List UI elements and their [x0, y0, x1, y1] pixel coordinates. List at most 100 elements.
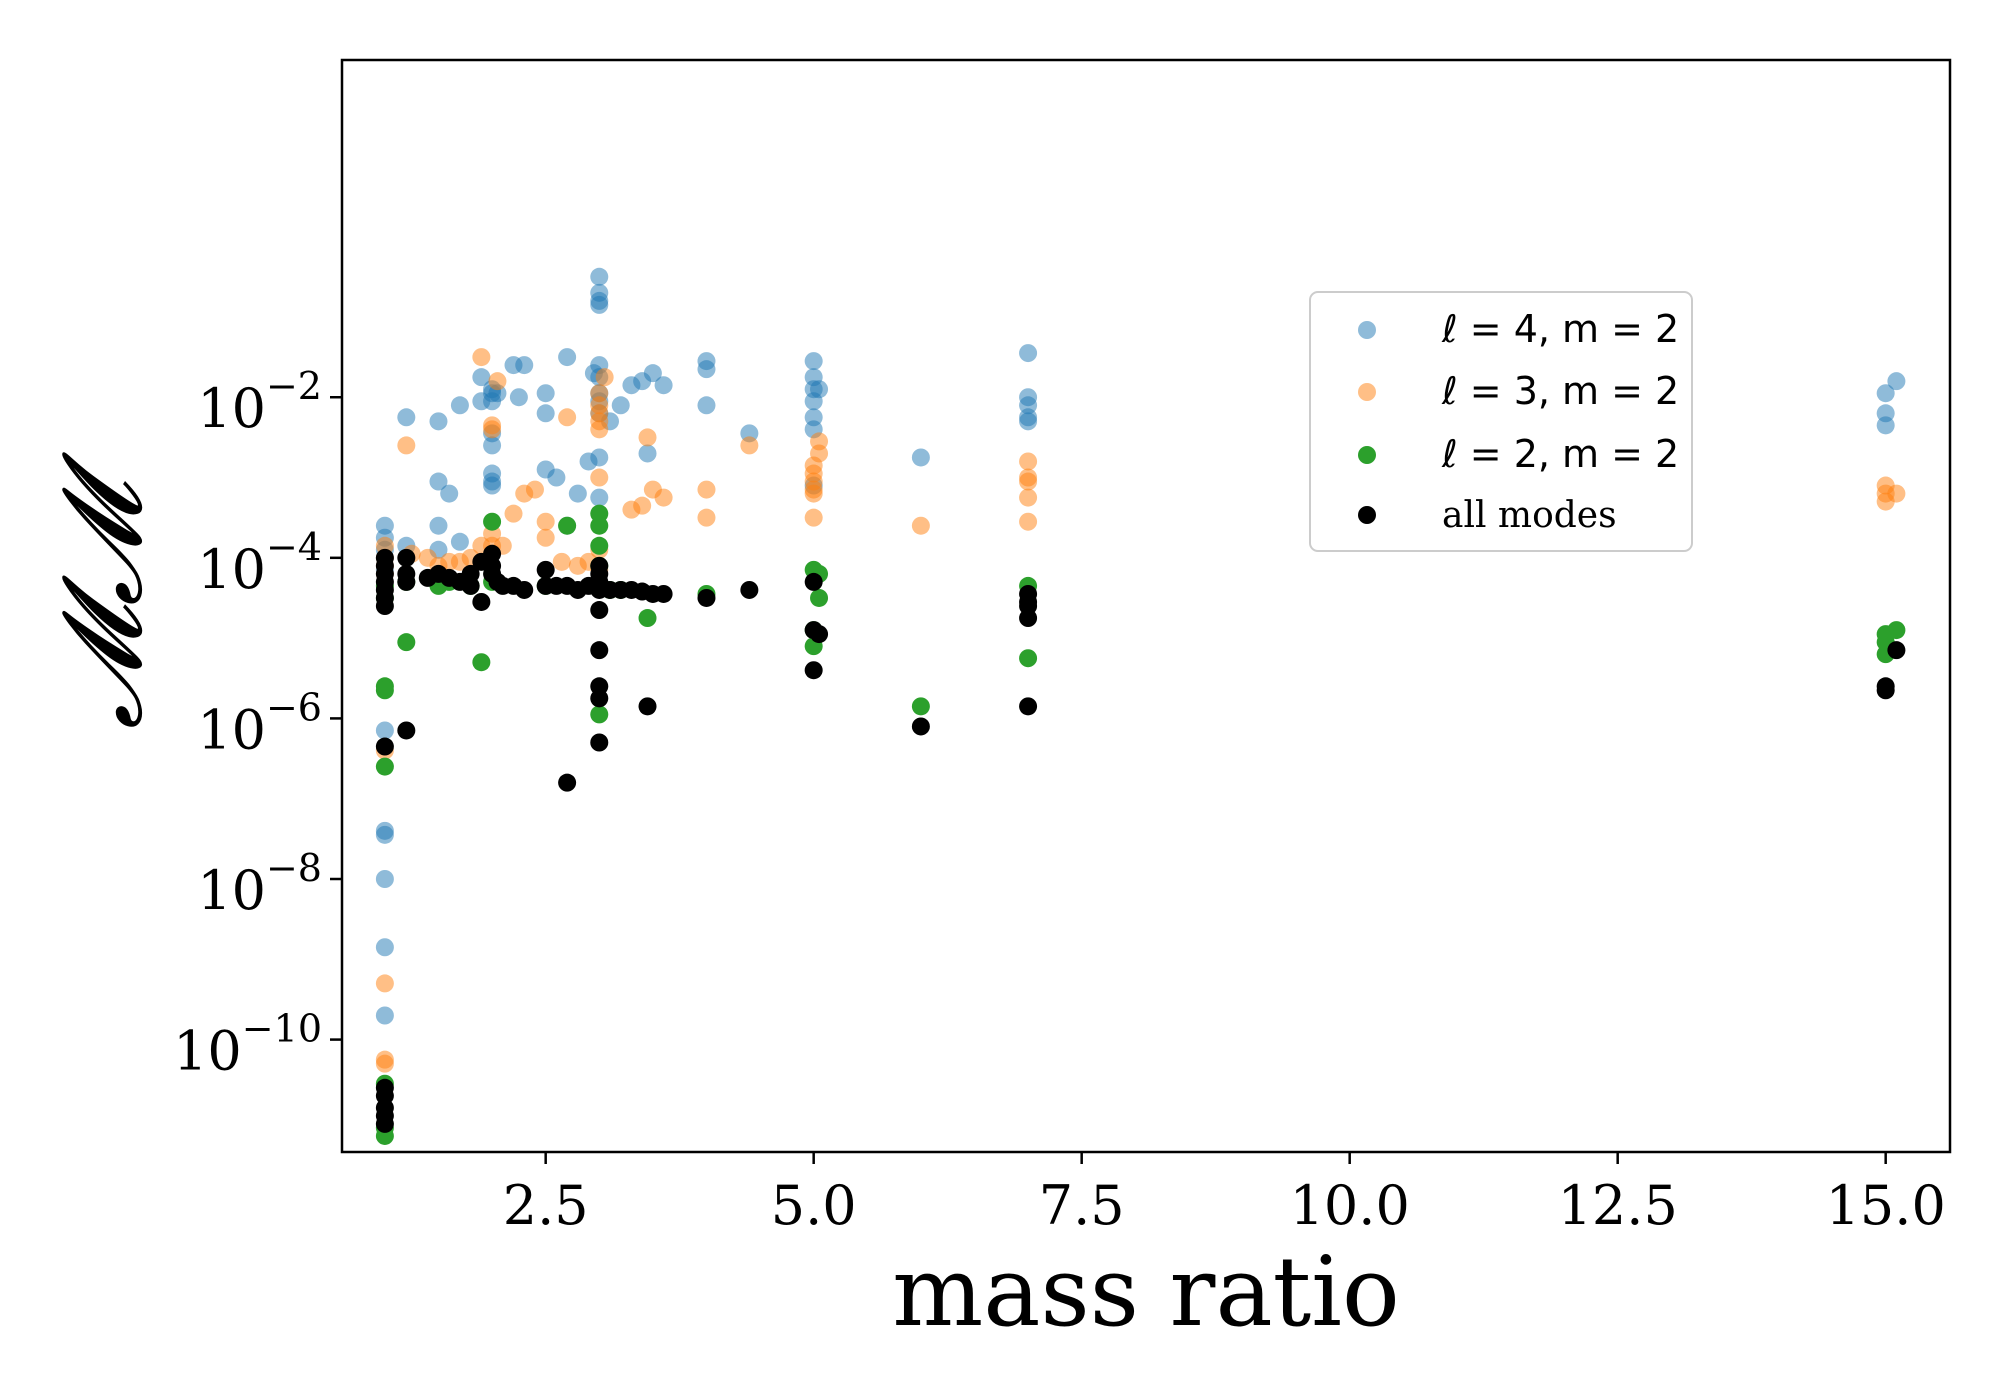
data-point: [375, 681, 394, 700]
data-point: [638, 609, 657, 628]
data-point: [804, 572, 823, 591]
data-point: [654, 584, 673, 603]
data-point: [547, 468, 566, 487]
x-tick-label: 15.0: [1826, 1174, 1946, 1237]
data-point: [1019, 472, 1038, 491]
data-point: [558, 408, 577, 427]
y-axis-label: 𝓜𝓜: [38, 451, 166, 729]
x-axis-label: mass ratio: [892, 1236, 1400, 1348]
data-point: [472, 368, 491, 387]
data-point: [472, 653, 491, 672]
data-point: [1876, 416, 1895, 435]
data-point: [590, 516, 609, 535]
data-point: [536, 560, 555, 579]
markers-layer: [375, 267, 1906, 1145]
data-point: [558, 773, 577, 792]
plot-frame: [340, 58, 1952, 1154]
data-point: [590, 601, 609, 620]
data-point: [911, 448, 930, 467]
legend-marker-all: [1358, 506, 1376, 524]
y-tick-label: 10−8: [197, 846, 322, 922]
data-point: [375, 721, 394, 740]
data-point: [1019, 697, 1038, 716]
data-point: [375, 757, 394, 776]
data-point: [810, 588, 829, 607]
y-tick-label: 10−10: [173, 1007, 322, 1083]
data-point: [1019, 344, 1038, 363]
data-point: [397, 548, 416, 567]
data-point: [429, 412, 448, 431]
legend-marker-l2: [1358, 446, 1376, 464]
data-point: [633, 496, 652, 515]
data-point: [504, 504, 523, 523]
data-point: [461, 576, 480, 595]
data-point: [590, 705, 609, 724]
data-point: [638, 444, 657, 463]
series-0: [375, 267, 1906, 1025]
data-point: [515, 580, 534, 599]
data-point: [590, 689, 609, 708]
data-point: [804, 508, 823, 527]
data-point: [515, 356, 534, 375]
legend-marker-l4: [1358, 321, 1376, 339]
data-point: [1876, 681, 1895, 700]
data-point: [472, 592, 491, 611]
data-point: [397, 572, 416, 591]
x-tick-label: 5.0: [771, 1174, 857, 1237]
data-point: [810, 625, 829, 644]
data-point: [740, 580, 759, 599]
data-point: [595, 368, 614, 387]
legend-label-all: all modes: [1442, 495, 1617, 536]
data-point: [397, 408, 416, 427]
data-point: [375, 938, 394, 957]
data-point: [1887, 621, 1906, 640]
data-point: [1887, 484, 1906, 503]
data-point: [558, 516, 577, 535]
legend-label-l4: ℓ = 4, m = 2: [1441, 307, 1679, 351]
data-point: [590, 448, 609, 467]
data-point: [654, 488, 673, 507]
data-point: [488, 372, 507, 391]
legend-box: [1309, 291, 1693, 552]
data-point: [590, 641, 609, 660]
series-2: [375, 504, 1906, 1145]
data-point: [483, 476, 502, 495]
data-point: [525, 480, 544, 499]
data-point: [697, 588, 716, 607]
data-point: [590, 536, 609, 555]
data-point: [397, 436, 416, 455]
data-point: [590, 295, 609, 314]
data-point: [483, 436, 502, 455]
y-tick-label: 10−4: [197, 525, 322, 601]
data-point: [375, 597, 394, 615]
data-point: [643, 364, 662, 383]
data-point: [804, 484, 823, 503]
data-point: [375, 1006, 394, 1025]
data-point: [590, 468, 609, 487]
data-point: [1019, 412, 1038, 431]
data-point: [558, 348, 577, 367]
data-point: [611, 396, 630, 415]
data-point: [397, 633, 416, 652]
data-point: [1887, 372, 1906, 391]
data-point: [1019, 609, 1038, 628]
data-point: [429, 516, 448, 535]
data-point: [536, 512, 555, 531]
data-point: [509, 388, 528, 407]
data-point: [1876, 384, 1895, 403]
data-point: [804, 661, 823, 680]
x-tick-label: 12.5: [1558, 1174, 1678, 1237]
data-point: [590, 267, 609, 286]
data-point: [375, 825, 394, 844]
data-point: [483, 512, 502, 531]
data-point: [375, 870, 394, 888]
data-point: [450, 532, 469, 551]
data-point: [450, 396, 469, 415]
data-point: [483, 420, 502, 439]
data-point: [804, 352, 823, 371]
data-point: [375, 737, 394, 756]
data-point: [375, 1054, 394, 1073]
data-point: [697, 396, 716, 415]
data-point: [1887, 641, 1906, 660]
legend: ℓ = 4, m = 2 ℓ = 3, m = 2 ℓ = 2, m = 2 a…: [1309, 291, 1693, 552]
